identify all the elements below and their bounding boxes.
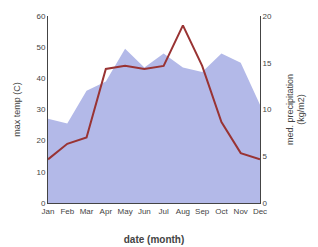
svg-text:Feb: Feb xyxy=(60,207,74,216)
svg-text:10: 10 xyxy=(36,168,45,177)
svg-text:Oct: Oct xyxy=(215,207,228,216)
svg-text:Jan: Jan xyxy=(42,207,55,216)
svg-text:Jul: Jul xyxy=(159,207,169,216)
svg-text:Dec: Dec xyxy=(253,207,267,216)
svg-text:30: 30 xyxy=(36,105,45,114)
svg-text:May: May xyxy=(118,207,133,216)
svg-text:med. precipitation(kg/m2): med. precipitation(kg/m2) xyxy=(285,74,307,145)
svg-text:date (month): date (month) xyxy=(124,234,185,245)
svg-text:60: 60 xyxy=(36,12,45,21)
svg-text:Mar: Mar xyxy=(80,207,94,216)
svg-text:20: 20 xyxy=(263,12,272,21)
svg-text:20: 20 xyxy=(36,136,45,145)
svg-text:Aug: Aug xyxy=(176,207,190,216)
svg-text:Jun: Jun xyxy=(138,207,151,216)
svg-text:Sep: Sep xyxy=(195,207,210,216)
svg-text:5: 5 xyxy=(263,152,268,161)
svg-text:40: 40 xyxy=(36,74,45,83)
svg-text:max temp (C): max temp (C) xyxy=(12,82,22,137)
svg-text:0: 0 xyxy=(41,199,46,208)
svg-text:0: 0 xyxy=(263,199,268,208)
svg-text:Apr: Apr xyxy=(100,207,113,216)
svg-text:Nov: Nov xyxy=(234,207,248,216)
svg-text:50: 50 xyxy=(36,43,45,52)
svg-text:15: 15 xyxy=(263,59,272,68)
svg-text:10: 10 xyxy=(263,105,272,114)
